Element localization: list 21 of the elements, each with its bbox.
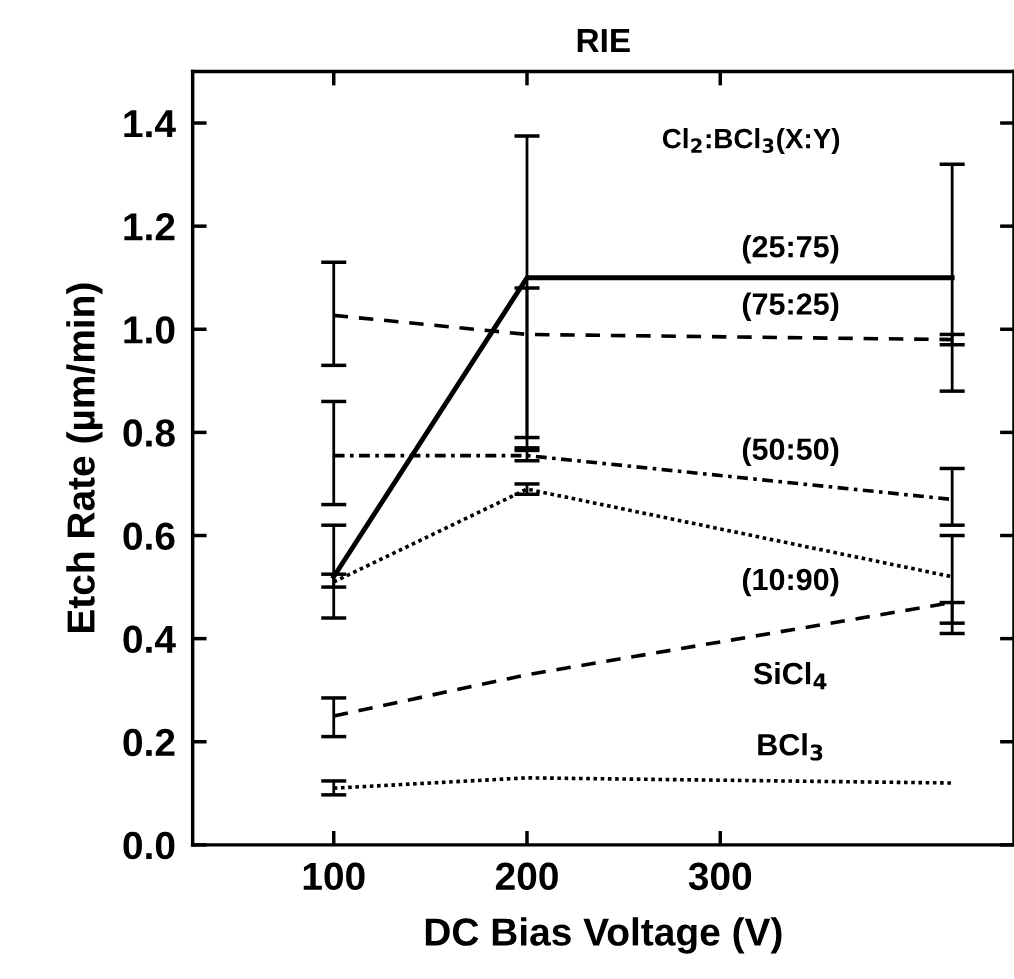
chart-title: RIE [577,29,630,53]
y-tick-label: 0.0 [123,831,175,860]
series-label: SiCl$_{4}$ [753,661,827,690]
y-tick-label: 0.6 [123,522,175,550]
annotation: Cl$_{2}$:BCl$_{3}$(X:Y) [662,128,840,154]
y-axis-title: Etch Rate (µm/min) [66,283,103,633]
y-tick-label: 1.2 [124,213,175,241]
y-tick-label: 0.4 [123,625,176,654]
y-tick-label: 1.0 [124,316,175,344]
series-label: BCl$_{3}$ [758,733,823,761]
series-label: (10:90) [742,567,839,597]
y-tick-label: 0.8 [123,419,175,447]
y-tick-label: 0.2 [123,728,175,757]
y-tick-label: 1.4 [124,110,176,138]
series-label: (75:25) [742,292,839,321]
x-tick-label: 100 [303,862,365,891]
x-axis-title: DC Bias Voltage (V) [425,917,782,954]
series-label: (50:50) [742,437,839,467]
x-tick-label: 200 [495,862,558,891]
x-tick-label: 300 [688,862,752,891]
series-label: (25:75) [742,235,839,264]
